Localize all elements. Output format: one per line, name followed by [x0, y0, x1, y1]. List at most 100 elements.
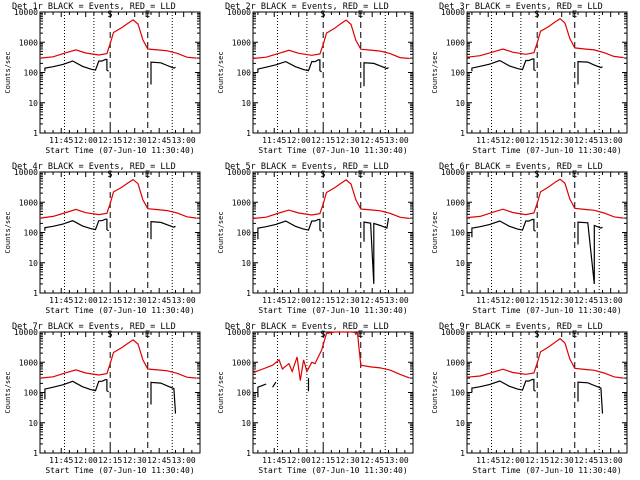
x-tick-label: 11:45: [49, 456, 73, 465]
y-tick-label: 10000: [14, 168, 38, 177]
series-line-events: [257, 378, 310, 398]
x-tick-label: 12:15: [525, 136, 549, 145]
series-line-lld: [252, 331, 410, 381]
y-tick-label: 10: [455, 419, 465, 428]
series-line-lld: [252, 19, 410, 60]
x-tick-label: 12:15: [525, 296, 549, 305]
marker-label: E: [572, 330, 577, 340]
y-tick-label: 10: [455, 259, 465, 268]
y-tick-label: 10: [28, 419, 38, 428]
panel-2: Det 2r BLACK = Events, RED = LLD 1 10 100 10…: [217, 2, 414, 155]
x-tick-label: 12:00: [287, 456, 311, 465]
x-axis-label: Start Time (07-Jun-10 11:30:40): [258, 146, 407, 155]
y-tick-label: 10000: [14, 8, 38, 17]
x-tick-label: 12:30: [123, 296, 147, 305]
panel-title: Det 9r BLACK = Events, RED = LLD: [439, 322, 603, 332]
x-tick-label: 12:00: [287, 296, 311, 305]
series-line-lld: [252, 179, 410, 220]
y-tick-label: 1: [460, 449, 465, 458]
y-tick-label: 10000: [227, 168, 251, 177]
x-tick-label: 13:00: [599, 136, 623, 145]
marker-label: E: [572, 170, 577, 180]
marker-label: E: [358, 170, 363, 180]
series-line-events: [471, 58, 603, 85]
y-tick-label: 1000: [19, 38, 38, 47]
panel-8: Det 8r BLACK = Events, RED = LLD 1 10 100 10…: [217, 322, 414, 475]
y-tick-label: 100: [451, 229, 466, 238]
x-tick-label: 11:45: [49, 296, 73, 305]
marker-label: E: [358, 330, 363, 340]
y-tick-label: 10000: [441, 328, 465, 337]
x-tick-label: 12:00: [74, 456, 98, 465]
marker-label: S: [320, 330, 325, 340]
x-tick-label: 12:45: [147, 456, 171, 465]
x-tick-label: 11:45: [476, 296, 500, 305]
marker-label: E: [145, 170, 150, 180]
x-tick-label: 13:00: [172, 456, 196, 465]
y-tick-label: 1: [460, 289, 465, 298]
marker-label: S: [534, 330, 539, 340]
x-tick-label: 13:00: [385, 136, 409, 145]
marker-label: E: [145, 10, 150, 20]
panel-3: Det 3r BLACK = Events, RED = LLD 1 10 100 10…: [431, 2, 628, 155]
panel-5: Det 5r BLACK = Events, RED = LLD 1 10 100 10…: [217, 162, 414, 315]
y-tick-label: 1000: [446, 358, 465, 367]
x-tick-label: 12:00: [501, 456, 525, 465]
panel-6: Det 6r BLACK = Events, RED = LLD 1 10 100 10…: [431, 162, 628, 315]
marker-label: S: [107, 170, 112, 180]
x-tick-label: 11:45: [262, 296, 286, 305]
x-tick-label: 11:45: [476, 456, 500, 465]
x-axis-label: Start Time (07-Jun-10 11:30:40): [45, 306, 194, 315]
y-tick-label: 10000: [14, 328, 38, 337]
y-tick-label: 10: [28, 259, 38, 268]
x-axis-label: Start Time (07-Jun-10 11:30:40): [472, 146, 621, 155]
y-tick-label: 10000: [441, 8, 465, 17]
y-tick-label: 100: [451, 69, 466, 78]
y-tick-label: 1: [33, 129, 38, 138]
x-tick-label: 12:00: [74, 136, 98, 145]
y-tick-label: 1000: [232, 358, 251, 367]
y-tick-label: 10: [455, 99, 465, 108]
x-tick-label: 11:45: [49, 136, 73, 145]
x-tick-label: 11:45: [262, 456, 286, 465]
series-line-lld: [39, 178, 197, 219]
y-axis-label: Counts/sec: [431, 51, 439, 93]
series-line-events: [44, 218, 176, 240]
y-axis-label: Counts/sec: [431, 371, 439, 413]
y-tick-label: 100: [24, 229, 39, 238]
y-tick-label: 1000: [446, 38, 465, 47]
x-tick-label: 12:15: [98, 136, 122, 145]
panel-title: Det 2r BLACK = Events, RED = LLD: [225, 2, 389, 12]
x-tick-label: 13:00: [599, 456, 623, 465]
y-tick-label: 1000: [232, 198, 251, 207]
x-tick-label: 12:15: [98, 456, 122, 465]
panel-9: Det 9r BLACK = Events, RED = LLD 1 10 100 10…: [431, 322, 628, 475]
marker-label: S: [320, 170, 325, 180]
y-tick-label: 1: [33, 289, 38, 298]
x-tick-label: 13:00: [385, 456, 409, 465]
y-tick-label: 100: [237, 389, 252, 398]
series-line-lld: [466, 178, 624, 219]
y-tick-label: 1: [460, 129, 465, 138]
y-tick-label: 100: [451, 389, 466, 398]
x-tick-label: 12:15: [525, 456, 549, 465]
x-tick-label: 12:45: [574, 456, 598, 465]
y-tick-label: 1: [246, 129, 251, 138]
panel-title: Det 4r BLACK = Events, RED = LLD: [12, 162, 176, 172]
x-axis-label: Start Time (07-Jun-10 11:30:40): [472, 466, 621, 475]
x-tick-label: 13:00: [385, 296, 409, 305]
y-tick-label: 10: [241, 99, 251, 108]
x-tick-label: 12:00: [74, 296, 98, 305]
x-tick-label: 12:15: [98, 296, 122, 305]
marker-label: S: [107, 10, 112, 20]
x-tick-label: 12:45: [360, 296, 384, 305]
y-tick-label: 1: [33, 449, 38, 458]
series-line-lld: [39, 19, 197, 59]
x-tick-label: 11:45: [476, 136, 500, 145]
series-line-lld: [466, 17, 624, 59]
y-tick-label: 10000: [441, 168, 465, 177]
x-tick-label: 12:45: [574, 296, 598, 305]
x-tick-label: 12:15: [311, 456, 335, 465]
series-line-events: [257, 59, 389, 87]
panel-4: Det 4r BLACK = Events, RED = LLD 1 10 100 10…: [4, 162, 201, 315]
